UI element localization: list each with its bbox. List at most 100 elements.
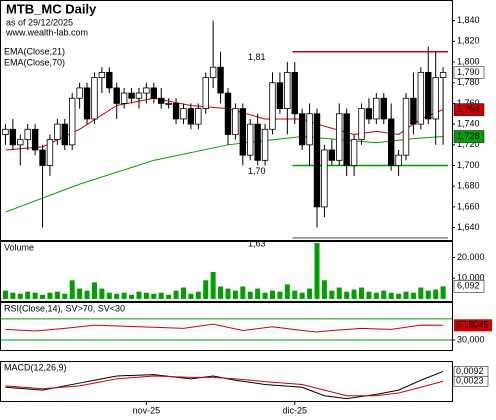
last-value-label: 1,728 (457, 131, 480, 141)
candle-body (24, 128, 31, 141)
volume-bar (359, 287, 365, 299)
volume-bar (17, 293, 23, 299)
y-tick-label: 30,000 (457, 334, 485, 344)
volume-bar (40, 294, 46, 299)
candle-body (417, 71, 425, 125)
candle-body (373, 97, 380, 120)
volume-bar (25, 291, 31, 299)
candle-body (336, 113, 343, 161)
candle-body (328, 149, 336, 161)
volume-bar (433, 289, 439, 299)
candle-body (343, 113, 350, 166)
volume-bar (180, 287, 186, 299)
volume-bar (136, 291, 142, 299)
volume-bar (314, 243, 320, 299)
candle-body (209, 66, 217, 78)
volume-bar (69, 280, 75, 299)
y-tick-label: 1,640 (457, 222, 480, 232)
last-value-box (453, 130, 485, 143)
candle-body (306, 113, 313, 146)
level-label: 1,70 (248, 166, 266, 176)
volume-bar (418, 287, 424, 299)
volume-bar (344, 291, 350, 299)
volume-bar (143, 292, 149, 299)
candle-body (410, 97, 417, 125)
legend-entry: EMA(Close,21) (4, 46, 65, 56)
y-tick-label: 20.000 (457, 252, 485, 262)
subtitle: as of 29/12/2025 (6, 17, 73, 27)
panel-title: RSI(Close,14), SV>70, SV<30 (4, 303, 125, 313)
volume-bar (232, 290, 238, 299)
volume-bar (54, 291, 60, 299)
volume-bar (269, 290, 275, 299)
volume-bar (277, 291, 283, 299)
candle-body (150, 87, 158, 99)
last-value-label: 1,754 (457, 104, 480, 114)
y-tick-label: 1,700 (457, 160, 480, 170)
candle-body (217, 66, 224, 94)
volume-bar (195, 291, 201, 299)
candle-body (261, 128, 269, 161)
price-panel (0, 0, 453, 241)
candle-body (380, 97, 387, 120)
volume-bar (388, 292, 394, 299)
candle-body (2, 128, 9, 135)
y-tick-label: 1,780 (457, 77, 480, 87)
volume-bar (396, 293, 402, 299)
volume-bar (292, 290, 298, 299)
last-value-label: 1,790 (457, 67, 480, 77)
volume-bar (225, 288, 231, 299)
candle-body (31, 128, 39, 151)
source: www.wealth-lab.com (5, 27, 88, 37)
last-value-box (453, 66, 485, 79)
candle-body (158, 97, 165, 104)
candle-body (291, 71, 298, 115)
y-tick-label: 1,800 (457, 56, 480, 66)
volume-bar (121, 292, 127, 299)
candle-body (83, 87, 91, 120)
volume-bar (129, 294, 135, 299)
candle-body (98, 71, 106, 78)
candle-body (39, 149, 46, 166)
candle-body (269, 82, 276, 130)
volume-panel (0, 241, 453, 302)
last-value-label: 6,092 (457, 281, 480, 291)
volume-bar (106, 292, 112, 299)
volume-bar (77, 288, 83, 299)
y-tick-label: 1,740 (457, 118, 480, 128)
candle-body (313, 113, 321, 208)
volume-bar (158, 292, 164, 299)
rsi-panel (0, 302, 453, 351)
candle-body (46, 139, 54, 166)
volume-bar (351, 289, 357, 299)
volume-bar (84, 290, 90, 299)
volume-bar (366, 291, 372, 299)
level-label: 1,63 (248, 238, 266, 248)
volume-bar (299, 292, 305, 299)
candle-body (432, 77, 439, 120)
last-value-box (453, 103, 485, 116)
volume-bar (262, 292, 268, 299)
candle-body (76, 87, 83, 99)
rsi-line (5, 323, 444, 333)
candle-body (128, 92, 135, 99)
candle-body (195, 108, 202, 125)
candle-body (365, 108, 373, 120)
x-tick-label: nov-25 (133, 405, 161, 415)
level-label: 1,81 (248, 52, 266, 62)
panel-title: Volume (4, 242, 34, 252)
volume-bar (307, 288, 313, 299)
volume-bar (210, 272, 216, 299)
volume-bar (47, 292, 53, 299)
candle-body (54, 123, 61, 141)
volume-bar (203, 280, 209, 299)
legend-entry: EMA(Close,70) (4, 57, 65, 67)
y-tick-label: 1,820 (457, 36, 480, 46)
last-value-box (453, 375, 489, 387)
y-tick-label: 10.000 (457, 273, 485, 283)
candle-body (284, 71, 291, 110)
volume-bar (336, 287, 342, 299)
candle-body (247, 123, 254, 156)
